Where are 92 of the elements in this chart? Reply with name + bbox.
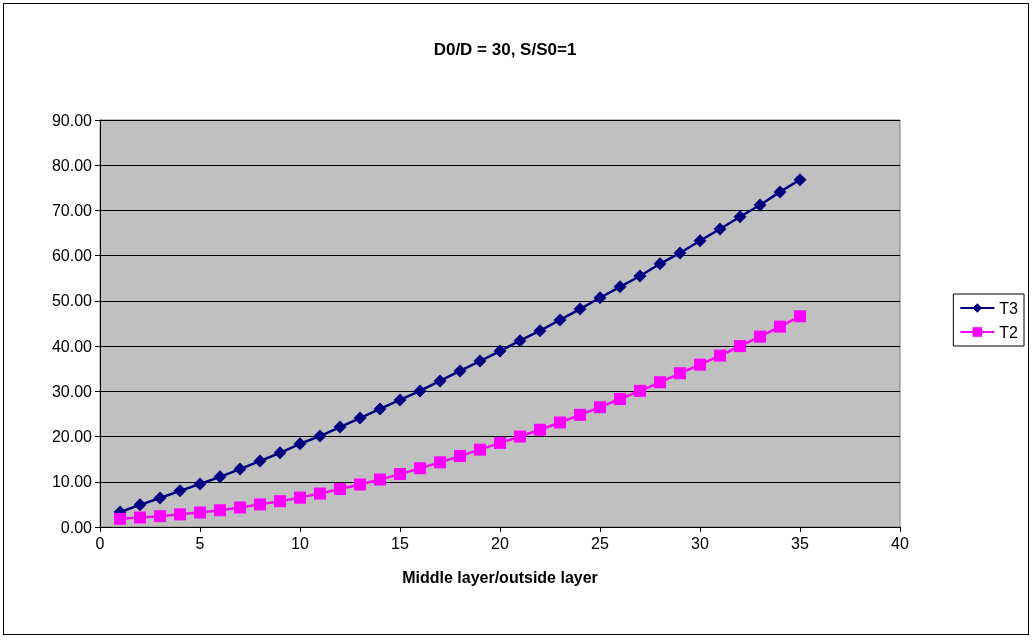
point: [254, 498, 266, 511]
point: [654, 376, 666, 389]
point: [174, 508, 186, 521]
point: [534, 423, 546, 436]
point: [494, 436, 506, 449]
point: [694, 358, 706, 371]
point: [453, 364, 467, 378]
point: [773, 185, 787, 199]
x-tick-label: 40: [891, 534, 909, 552]
point: [194, 506, 206, 519]
point: [273, 446, 287, 460]
point: [214, 504, 226, 517]
point: [794, 310, 806, 323]
point: [633, 269, 647, 283]
point: [693, 234, 707, 248]
point: [514, 430, 526, 443]
point: [714, 349, 726, 362]
y-tick-label: 90.00: [51, 111, 93, 129]
y-tick-label: 60.00: [51, 247, 93, 265]
point: [454, 450, 466, 462]
y-tick-label: 80.00: [51, 156, 93, 174]
y-tick-label: 0.00: [60, 518, 93, 536]
x-tick-label: 0: [95, 534, 105, 552]
point: [614, 393, 626, 406]
point: [433, 374, 447, 388]
y-tick-label: 70.00: [51, 201, 93, 219]
x-tick-label: 30: [691, 534, 709, 552]
point: [594, 401, 606, 414]
chart-title: D0/D = 30, S/S0=1: [433, 40, 577, 59]
x-tick-label: 5: [195, 534, 205, 552]
point: [674, 367, 686, 380]
point: [734, 340, 746, 353]
point: [133, 498, 147, 512]
x-tick-label: 15: [391, 534, 409, 552]
point: [333, 420, 347, 434]
point: [394, 468, 406, 481]
y-tick-label: 50.00: [51, 292, 93, 310]
x-tick-label: 10: [291, 534, 309, 552]
point: [473, 354, 487, 368]
point: [733, 210, 747, 224]
point: [593, 291, 607, 305]
point: [354, 478, 366, 491]
point: [634, 384, 646, 397]
point: [213, 470, 227, 484]
point: [154, 510, 166, 523]
point: [353, 411, 367, 425]
point: [293, 437, 307, 451]
point: [313, 429, 327, 443]
point: [754, 330, 766, 343]
point: [533, 324, 547, 338]
point: [774, 320, 786, 333]
point: [414, 462, 426, 475]
y-tick-label: 10.00: [51, 473, 93, 491]
point: [233, 462, 247, 476]
point: [114, 512, 126, 525]
y-tick-label: 30.00: [51, 382, 93, 400]
point: [574, 408, 586, 421]
point: [513, 334, 527, 348]
point: [314, 487, 326, 500]
point: [554, 416, 566, 429]
point: [673, 246, 687, 260]
x-axis-title: Middle layer/outside layer: [402, 568, 598, 586]
point: [713, 222, 727, 236]
point: [413, 384, 427, 398]
point: [153, 491, 167, 505]
y-tick-label: 40.00: [51, 337, 93, 355]
point: [474, 443, 486, 456]
point: [134, 511, 146, 524]
point: [193, 477, 207, 491]
point: [393, 393, 407, 407]
point: [374, 473, 386, 486]
point: [493, 344, 507, 358]
x-tick-label: 25: [591, 534, 609, 552]
point: [573, 302, 587, 316]
point: [253, 454, 267, 468]
point: [434, 456, 446, 469]
point: [173, 484, 187, 498]
point: [294, 491, 306, 504]
point: [793, 173, 807, 187]
point: [613, 280, 627, 294]
x-tick-label: 20: [491, 534, 509, 552]
point: [373, 402, 387, 416]
legend-label: T2: [999, 323, 1019, 341]
point: [234, 501, 246, 514]
point: [553, 313, 567, 327]
point: [653, 257, 667, 271]
legend-label: T3: [999, 299, 1019, 317]
point: [753, 198, 767, 212]
y-tick-label: 20.00: [51, 428, 93, 446]
point: [334, 483, 346, 496]
x-tick-label: 35: [791, 534, 809, 552]
point: [274, 495, 286, 508]
